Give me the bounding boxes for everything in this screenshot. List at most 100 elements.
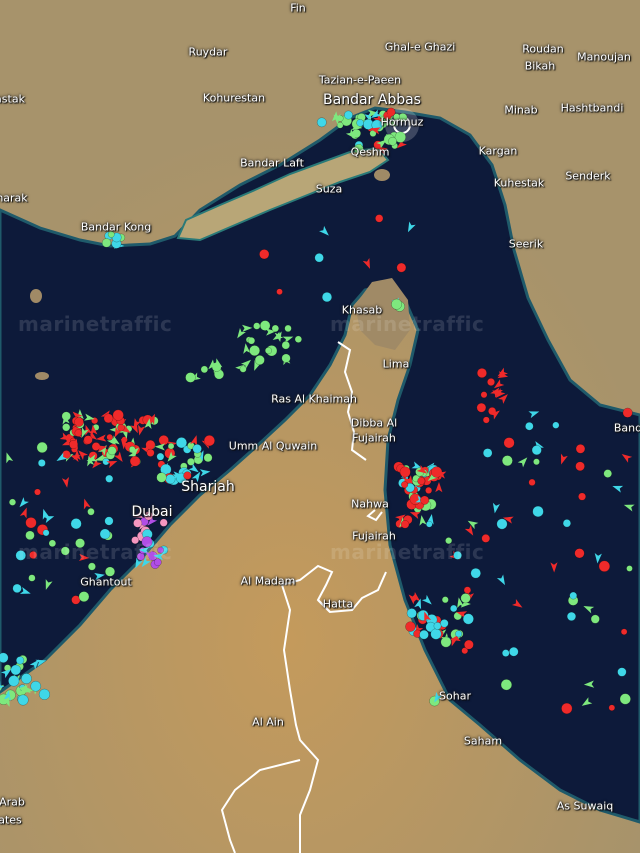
tanker-vessel-underway[interactable] (90, 424, 98, 436)
passenger-vessel-anchored[interactable] (419, 629, 429, 640)
tanker-vessel-underway[interactable] (106, 460, 118, 468)
place-suza[interactable]: Suza (315, 182, 343, 196)
passenger-vessel-anchored[interactable] (37, 459, 46, 467)
tanker-vessel-anchored[interactable] (396, 262, 407, 273)
tanker-vessel-underway[interactable] (497, 371, 509, 379)
passenger-vessel-underway[interactable] (19, 587, 31, 594)
tanker-vessel-anchored[interactable] (574, 548, 585, 559)
passenger-vessel-anchored[interactable] (165, 474, 176, 485)
tanker-vessel-underway[interactable] (85, 424, 93, 436)
place-uae-2[interactable]: ates (0, 813, 22, 827)
pleasure-vessel-anchored[interactable] (159, 518, 168, 527)
place-uae-1[interactable]: Arab (0, 795, 25, 809)
tanker-vessel-anchored[interactable] (74, 417, 84, 427)
place-kuhestak[interactable]: Kuhestak (493, 176, 545, 190)
cargo-vessel-anchored[interactable] (60, 546, 70, 556)
tanker-vessel-anchored[interactable] (528, 478, 536, 486)
cargo-vessel-underway[interactable] (2, 696, 10, 707)
place-senderk[interactable]: Senderk (565, 169, 611, 183)
tanker-vessel-anchored[interactable] (117, 424, 125, 432)
tanker-vessel-underway[interactable] (550, 562, 558, 573)
tanker-vessel-underway[interactable] (19, 507, 27, 519)
tanker-vessel-underway[interactable] (493, 379, 505, 389)
place-al-ain[interactable]: Al Ain (252, 715, 284, 729)
tanker-vessel-anchored[interactable] (620, 628, 628, 636)
place-al-madam[interactable]: Al Madam (240, 574, 296, 588)
tanker-vessel-underway[interactable] (416, 465, 428, 474)
cargo-vessel-anchored[interactable] (353, 144, 364, 154)
cargo-vessel-anchored[interactable] (36, 441, 48, 453)
tanker-vessel-anchored[interactable] (482, 416, 490, 424)
cargo-vessel-anchored[interactable] (393, 113, 400, 121)
tanker-vessel-underway[interactable] (408, 593, 416, 605)
tanker-vessel-anchored[interactable] (146, 448, 155, 457)
tanker-vessel-underway[interactable] (190, 435, 198, 446)
tanker-vessel-underway[interactable] (409, 512, 421, 519)
cargo-vessel-underway[interactable] (368, 109, 379, 118)
place-bikah[interactable]: Bikah (524, 59, 556, 73)
passenger-vessel-anchored[interactable] (99, 528, 111, 540)
passenger-vessel-underway[interactable] (594, 552, 602, 564)
place-ghantout[interactable]: Ghantout (80, 575, 132, 589)
tanker-vessel-underway[interactable] (96, 445, 108, 453)
cargo-vessel-underway[interactable] (23, 686, 34, 694)
tanker-vessel-underway[interactable] (138, 424, 146, 436)
passenger-vessel-underway[interactable] (43, 516, 55, 523)
passenger-vessel-underway[interactable] (612, 485, 624, 493)
tanker-vessel-underway[interactable] (369, 127, 381, 135)
cargo-vessel-underway[interactable] (84, 413, 95, 421)
tanker-vessel-anchored[interactable] (480, 391, 488, 399)
tanker-vessel-anchored[interactable] (598, 560, 611, 572)
cargo-vessel-anchored[interactable] (294, 335, 302, 343)
passenger-vessel-underway[interactable] (421, 594, 432, 605)
passenger-vessel-anchored[interactable] (430, 628, 442, 640)
passenger-vessel-anchored[interactable] (450, 604, 458, 613)
passenger-vessel-anchored[interactable] (343, 110, 353, 120)
passenger-vessel-anchored[interactable] (104, 516, 114, 526)
passenger-vessel-anchored[interactable] (532, 505, 544, 518)
passenger-vessel-anchored[interactable] (42, 529, 50, 537)
place-dibba-1[interactable]: Dibba Al (350, 416, 398, 430)
cargo-vessel-underway[interactable] (265, 328, 277, 336)
cargo-vessel-anchored[interactable] (336, 121, 344, 129)
passenger-vessel-anchored[interactable] (552, 421, 560, 429)
tanker-vessel-anchored[interactable] (476, 368, 487, 379)
tanker-vessel-anchored[interactable] (622, 407, 633, 418)
cargo-vessel-anchored[interactable] (284, 324, 292, 333)
cargo-vessel-anchored[interactable] (107, 231, 115, 238)
place-tazian[interactable]: Tazian-e-Paeen (318, 73, 402, 87)
pleasure-vessel-anchored[interactable] (131, 536, 140, 545)
pleasure-vessel-anchored[interactable] (144, 511, 154, 521)
passenger-vessel-anchored[interactable] (316, 117, 327, 128)
cargo-vessel-underway[interactable] (45, 579, 53, 590)
pleasure-vessel-underway[interactable] (133, 510, 144, 518)
cargo-vessel-underway[interactable] (109, 435, 120, 445)
cargo-vessel-underway[interactable] (376, 139, 387, 149)
passenger-vessel-anchored[interactable] (562, 519, 572, 528)
cargo-vessel-anchored[interactable] (388, 136, 397, 146)
cargo-vessel-anchored[interactable] (445, 537, 453, 545)
cargo-vessel-anchored[interactable] (75, 538, 85, 549)
cargo-vessel-underway[interactable] (517, 457, 528, 468)
cargo-vessel-underway[interactable] (351, 122, 363, 130)
cargo-vessel-anchored[interactable] (200, 365, 209, 374)
place-roudan[interactable]: Roudan (522, 42, 564, 56)
place-umm-al-quwain[interactable]: Umm Al Quwain (228, 439, 318, 453)
cargo-vessel-underway[interactable] (6, 452, 14, 464)
cargo-vessel-anchored[interactable] (239, 365, 247, 373)
cargo-vessel-anchored[interactable] (78, 591, 90, 602)
cargo-vessel-anchored[interactable] (62, 423, 71, 432)
cargo-vessel-underway[interactable] (237, 327, 246, 339)
tanker-vessel-underway[interactable] (73, 449, 81, 461)
passenger-vessel-anchored[interactable] (508, 646, 519, 657)
passenger-vessel-anchored[interactable] (455, 630, 463, 638)
tanker-vessel-underway[interactable] (61, 477, 69, 488)
cargo-vessel-anchored[interactable] (460, 593, 471, 604)
tanker-vessel-underway[interactable] (490, 387, 500, 398)
passenger-vessel-anchored[interactable] (21, 673, 32, 685)
passenger-vessel-anchored[interactable] (175, 437, 188, 449)
passenger-vessel-anchored[interactable] (321, 292, 333, 303)
cargo-vessel-underway[interactable] (76, 409, 84, 420)
tanker-vessel-underway[interactable] (621, 454, 633, 463)
tanker-vessel-anchored[interactable] (183, 471, 192, 480)
